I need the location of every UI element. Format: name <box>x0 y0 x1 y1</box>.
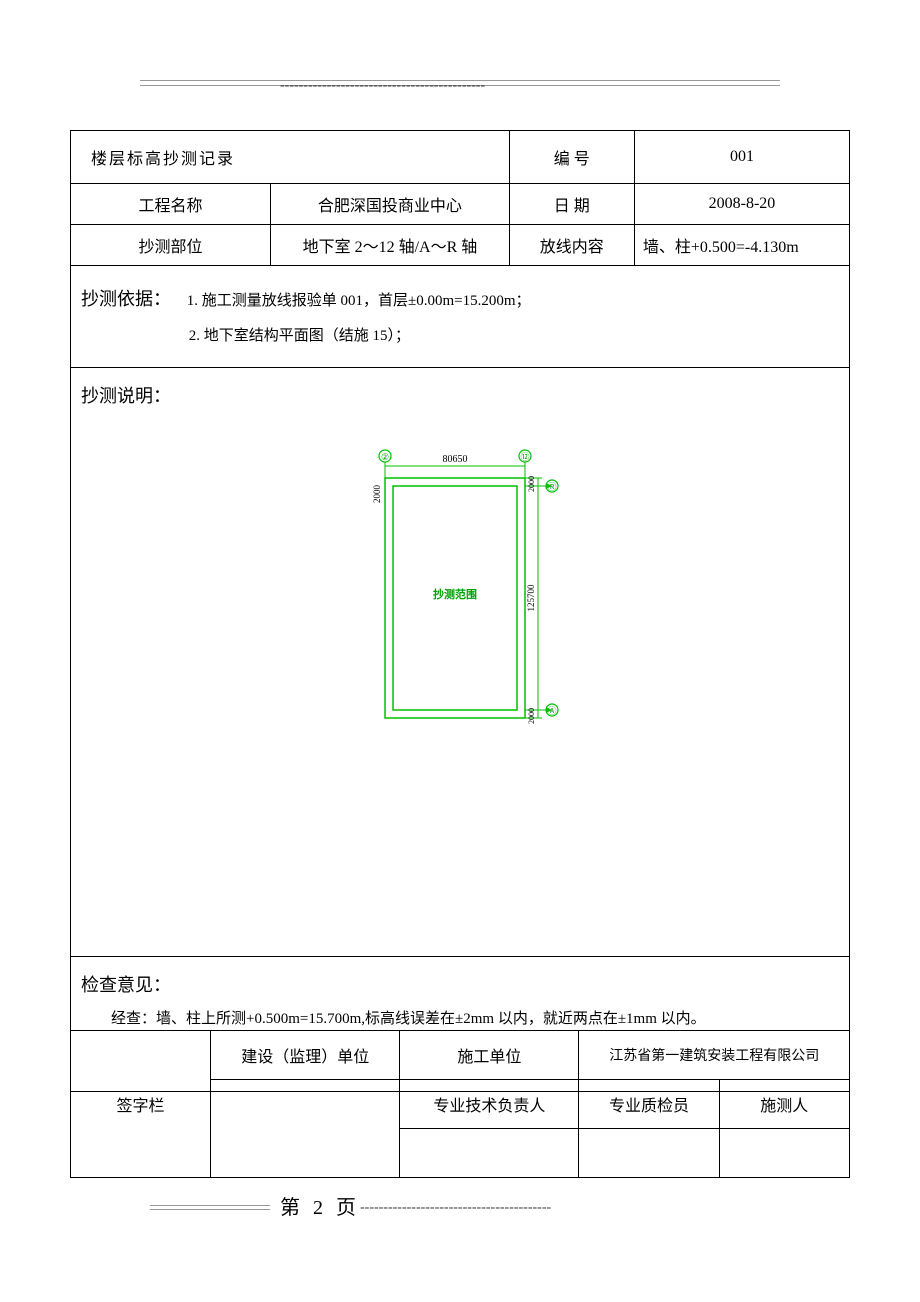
footer-rule <box>150 1205 270 1210</box>
tech-lead-label: 专业技术负责人 <box>400 1080 579 1129</box>
plan-diagram: 80650 ② ⑫ 2000 2000 <box>350 448 570 753</box>
basis-row: 抄测依据： 1. 施工测量放线报验单 001，首层±0.00m=15.200m；… <box>71 266 850 368</box>
sign-label: 签字栏 <box>71 1031 211 1178</box>
footer-dashes: ----------------------------------------… <box>360 1200 551 1216</box>
axis-12-label: ⑫ <box>520 452 529 462</box>
center-text: 抄测范围 <box>433 587 477 601</box>
description-row: 抄测说明： 80650 ② <box>71 367 850 956</box>
basis-label: 抄测依据： <box>81 289 171 309</box>
tech-lead-sign <box>400 1129 579 1178</box>
left-dim-text: 2000 <box>372 484 382 503</box>
description-cell: 抄测说明： 80650 ② <box>71 367 850 956</box>
right-dim-bot-text: 2000 <box>527 708 536 724</box>
supervisor-label: 建设（监理）单位 <box>211 1031 400 1080</box>
title-row: 楼层标高抄测记录 编 号 001 <box>71 131 850 184</box>
sign-header-row: 签字栏 建设（监理）单位 施工单位 江苏省第一建筑安装工程有限公司 <box>71 1031 850 1080</box>
content-label: 放线内容 <box>509 225 634 266</box>
form-title: 楼层标高抄测记录 <box>71 131 510 184</box>
top-dim-text: 80650 <box>443 454 468 465</box>
right-dim-top-text: 2000 <box>527 476 536 492</box>
number-value: 001 <box>634 131 849 184</box>
record-table: 楼层标高抄测记录 编 号 001 工程名称 合肥深国投商业中心 日 期 2008… <box>70 130 850 1092</box>
surveyor-label: 施测人 <box>719 1080 849 1129</box>
basis-line2: 2. 地下室结构平面图（结施 15）； <box>189 328 410 344</box>
basis-line1: 1. 施工测量放线报验单 001，首层±0.00m=15.200m； <box>187 293 531 309</box>
page-number: 第 2 页 <box>280 1191 360 1220</box>
opinion-text: 经查：墙、柱上所测+0.500m=15.700m,标高线误差在±2mm 以内，就… <box>81 1007 839 1028</box>
surveyor-sign <box>719 1129 849 1178</box>
basis-cell: 抄测依据： 1. 施工测量放线报验单 001，首层±0.00m=15.200m；… <box>71 266 850 368</box>
contractor-label: 施工单位 <box>400 1031 579 1080</box>
date-value: 2008-8-20 <box>634 184 849 225</box>
date-label: 日 期 <box>509 184 634 225</box>
project-label: 工程名称 <box>71 184 271 225</box>
project-value: 合肥深国投商业中心 <box>271 184 510 225</box>
part-row: 抄测部位 地下室 2～12 轴/A～R 轴 放线内容 墙、柱+0.500=-4.… <box>71 225 850 266</box>
supervisor-sign <box>211 1080 400 1178</box>
part-label: 抄测部位 <box>71 225 271 266</box>
signature-table: 签字栏 建设（监理）单位 施工单位 江苏省第一建筑安装工程有限公司 专业技术负责… <box>70 1030 850 1178</box>
number-label: 编 号 <box>509 131 634 184</box>
company-name: 江苏省第一建筑安装工程有限公司 <box>579 1031 850 1080</box>
qc-label: 专业质检员 <box>579 1080 719 1129</box>
content-value: 墙、柱+0.500=-4.130m <box>634 225 849 266</box>
right-dim-large-text: 125700 <box>526 584 536 612</box>
opinion-label: 检查意见： <box>81 971 839 997</box>
header-dashes: ----------------------------------------… <box>280 78 485 94</box>
axis-2-label: ② <box>381 452 389 462</box>
diagram-svg: 80650 ② ⑫ 2000 2000 <box>350 448 570 748</box>
description-label: 抄测说明： <box>81 386 171 406</box>
project-row: 工程名称 合肥深国投商业中心 日 期 2008-8-20 <box>71 184 850 225</box>
document-page: ----------------------------------------… <box>0 0 920 1302</box>
qc-sign <box>579 1129 719 1178</box>
part-value: 地下室 2～12 轴/A～R 轴 <box>271 225 510 266</box>
